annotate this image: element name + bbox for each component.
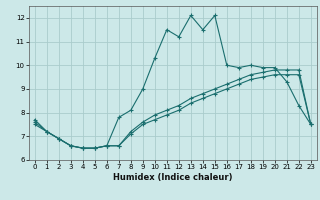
X-axis label: Humidex (Indice chaleur): Humidex (Indice chaleur): [113, 173, 233, 182]
